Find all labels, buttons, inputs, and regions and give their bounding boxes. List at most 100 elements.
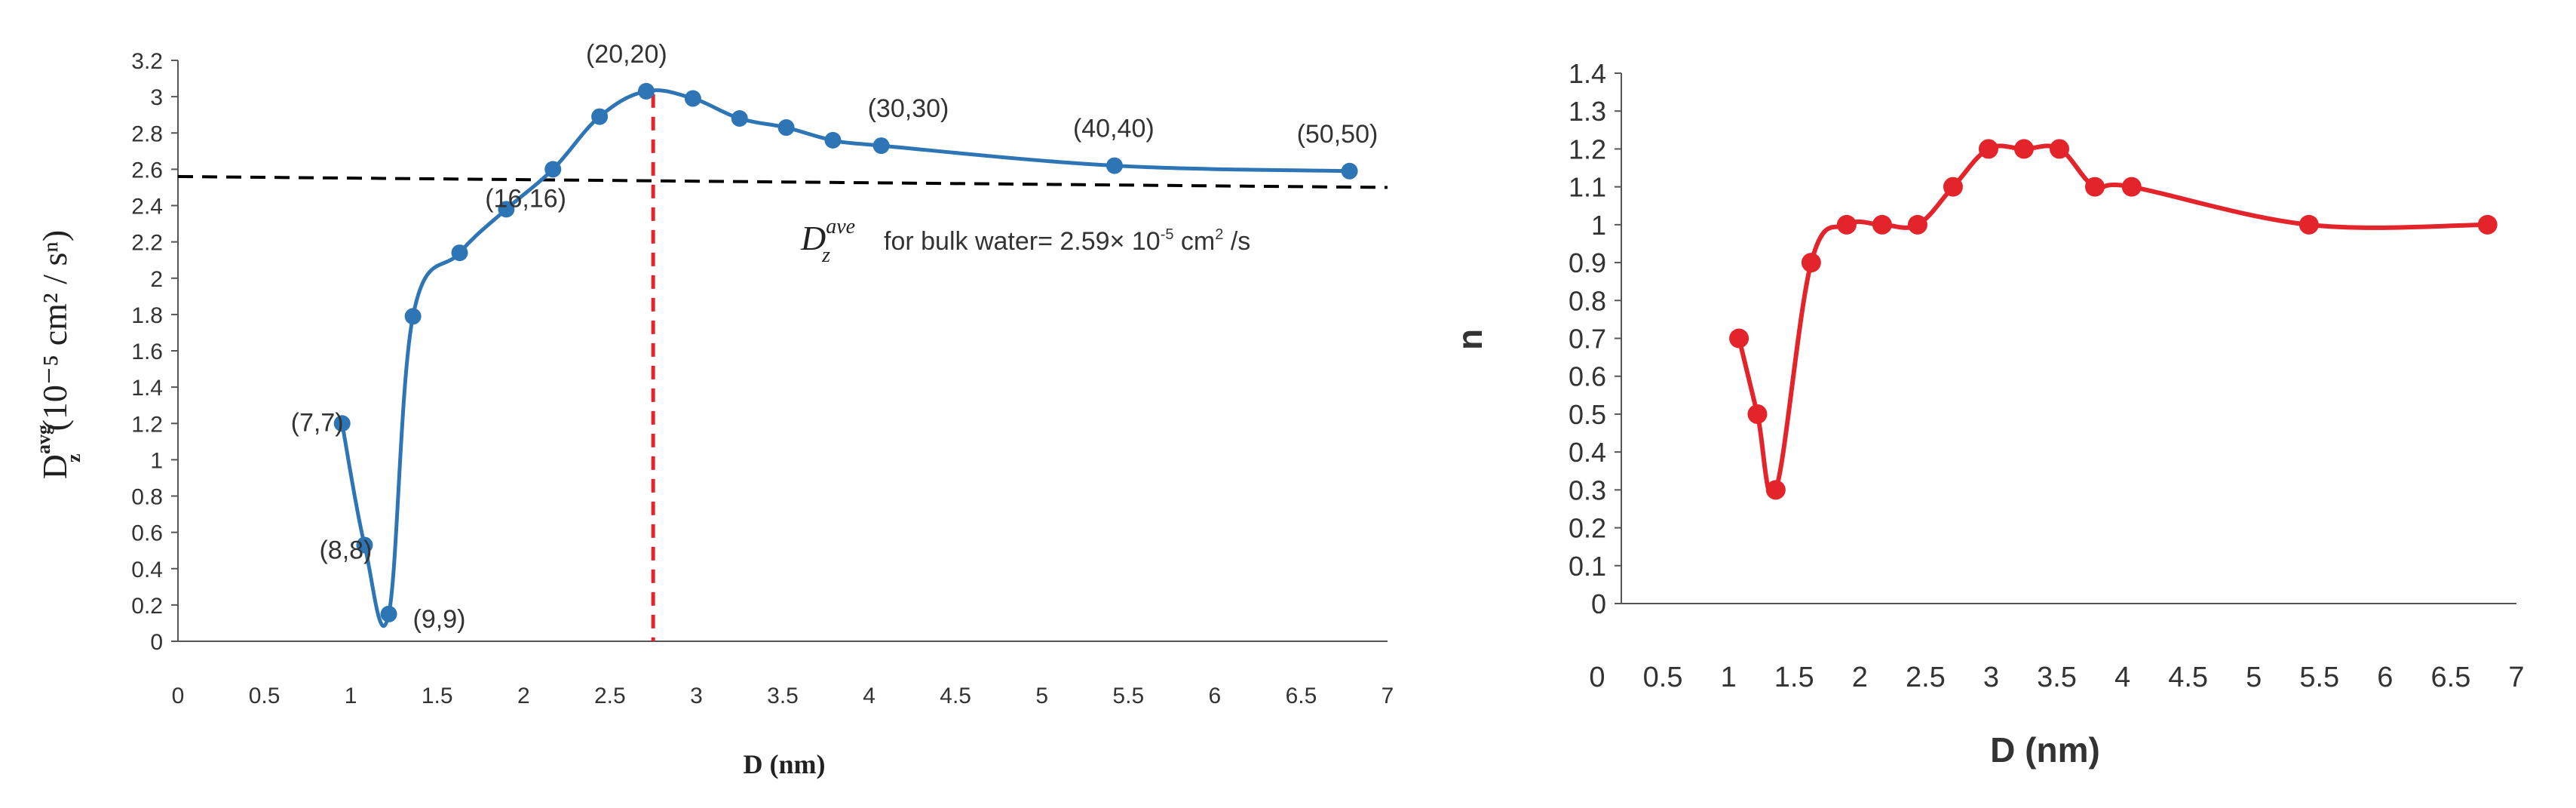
y-tick-label: 0.8: [131, 485, 163, 510]
x-tick-label: 1: [1721, 662, 1737, 693]
n-data-point: [2477, 214, 2498, 235]
x-tick-label: 3.5: [767, 684, 799, 708]
y-tick-label: 1.1: [1569, 172, 1606, 203]
exponent-chart: 0 0.1 0.2 0.3 0.4 0.5 0.6 0.7 0.8 0.9 1 1.1 1.2 1.3 1.…: [1450, 58, 2525, 770]
n-data-point: [1978, 139, 1998, 159]
diffusion-data-point: [544, 161, 562, 178]
point-annotation: (16,16): [485, 184, 566, 213]
x-tick-label: 7: [1382, 684, 1394, 708]
x-tick-label: 0: [1589, 662, 1605, 693]
x-tick-label: 4: [2114, 662, 2130, 693]
bulk-water-value: for bulk water= 2.59× 10-5 cm2 /s: [884, 226, 1250, 256]
x-tick-label: 6: [2377, 662, 2393, 693]
n-data-point: [2298, 214, 2319, 235]
x-axis-title: D (nm): [744, 749, 826, 779]
n-data-point: [1943, 177, 1963, 197]
y-tick-label: 1.4: [1569, 58, 1606, 89]
diffusion-data-point: [333, 415, 351, 432]
n-data-point: [1872, 214, 1892, 235]
x-tick-label: 1.5: [1774, 662, 1814, 693]
y-tick-label: 0.2: [131, 594, 163, 619]
x-tick-label: 3: [1983, 662, 1999, 693]
diffusion-data-point: [637, 82, 655, 100]
point-annotation: (20,20): [586, 40, 667, 69]
n-data-point: [1765, 480, 1786, 500]
point-annotation: (40,40): [1073, 115, 1155, 143]
diffusion-data-point: [1106, 157, 1123, 174]
x-tick-label: 6.5: [2431, 662, 2471, 693]
n-data-point: [1836, 214, 1857, 235]
x-axis-title: D (nm): [1990, 730, 2100, 770]
diffusion-data-point: [1341, 162, 1358, 180]
y-tick-label: 0: [1591, 588, 1606, 619]
n-data-point: [1729, 328, 1750, 349]
n-data-point: [2049, 139, 2069, 159]
y-tick-label: 2.6: [131, 158, 163, 183]
diffusion-data-point: [591, 108, 609, 125]
y-tick-label: 2.8: [131, 121, 163, 146]
y-tick-label: 2: [150, 267, 163, 292]
bulk-water-label: Dave z: [800, 215, 855, 267]
y-tick-label: 0.2: [1569, 513, 1606, 544]
y-tick-label: 0.4: [131, 558, 163, 582]
y-axis-title: Davgz(10⁻⁵ cm² / sⁿ): [32, 230, 84, 479]
n-data-point: [1747, 404, 1768, 424]
point-annotation: (7,7): [291, 408, 344, 437]
bulk-water-reference-line: [177, 175, 1388, 189]
diffusion-data-point: [731, 110, 748, 127]
y-tick-label: 0.8: [1569, 285, 1606, 316]
x-tick-label: 2: [1852, 662, 1868, 693]
diffusion-data-point: [356, 536, 373, 554]
y-tick-label: 1: [150, 448, 163, 473]
x-tick-label: 7: [2508, 662, 2524, 693]
y-tick-label: 3: [150, 85, 163, 110]
diffusion-data-point: [777, 119, 795, 137]
y-tick-label: 1.8: [131, 303, 163, 328]
n-data-point: [2121, 177, 2142, 197]
diffusion-data-point: [451, 244, 468, 262]
n-data-point: [1907, 214, 1927, 235]
diffusion-data-point: [404, 308, 422, 325]
diffusion-data-point: [684, 90, 701, 107]
x-tick-label: 3: [690, 684, 703, 708]
diffusion-chart: 0 0.2 0.4 0.6 0.8 1 1.2 1.4 1.6 1.8 2 2.2 2.4 2.6 2.8 3…: [32, 40, 1394, 779]
x-tick-label: 0.5: [249, 684, 281, 708]
y-tick-label: 0.3: [1569, 475, 1606, 505]
x-tick-label: 2: [517, 684, 530, 708]
y-tick-label: 2.2: [131, 231, 163, 256]
x-tick-label: 2.5: [594, 684, 626, 708]
y-tick-label: 2.4: [131, 195, 163, 220]
y-tick-label: 1: [1591, 210, 1606, 241]
x-tick-label: 4.5: [940, 684, 971, 708]
x-tick-label: 0: [172, 684, 185, 708]
x-tick-label: 5: [1035, 684, 1048, 708]
x-tick-label: 2.5: [1906, 662, 1946, 693]
diffusion-data-point: [380, 605, 397, 622]
y-tick-label: 0.6: [1569, 361, 1606, 392]
x-tick-label: 0.5: [1643, 662, 1683, 693]
x-tick-label: 6.5: [1286, 684, 1317, 708]
y-tick-label: 1.6: [131, 339, 163, 364]
y-tick-label: 0.4: [1569, 437, 1606, 468]
y-tick-label: 0.5: [1569, 399, 1606, 430]
y-axis-title: n: [1450, 329, 1489, 350]
y-tick-label: 0: [150, 630, 163, 655]
y-tick-label: 0.6: [131, 521, 163, 546]
x-tick-label: 5: [2246, 662, 2262, 693]
point-annotation: (9,9): [413, 605, 466, 634]
point-annotation: (8,8): [319, 536, 372, 564]
y-tick-label: 0.7: [1569, 324, 1606, 355]
x-tick-label: 3.5: [2037, 662, 2077, 693]
diffusion-data-point: [872, 137, 890, 155]
y-tick-label: 3.2: [131, 49, 163, 74]
y-tick-label: 1.3: [1569, 96, 1606, 127]
n-data-point: [2013, 139, 2034, 159]
x-tick-label: 1.5: [422, 684, 453, 708]
y-tick-label: 0.9: [1569, 247, 1606, 278]
point-annotation: (30,30): [868, 94, 949, 123]
y-tick-label: 1.2: [1569, 134, 1606, 164]
n-series-line: [1737, 143, 2488, 499]
diffusion-data-point: [498, 201, 515, 218]
